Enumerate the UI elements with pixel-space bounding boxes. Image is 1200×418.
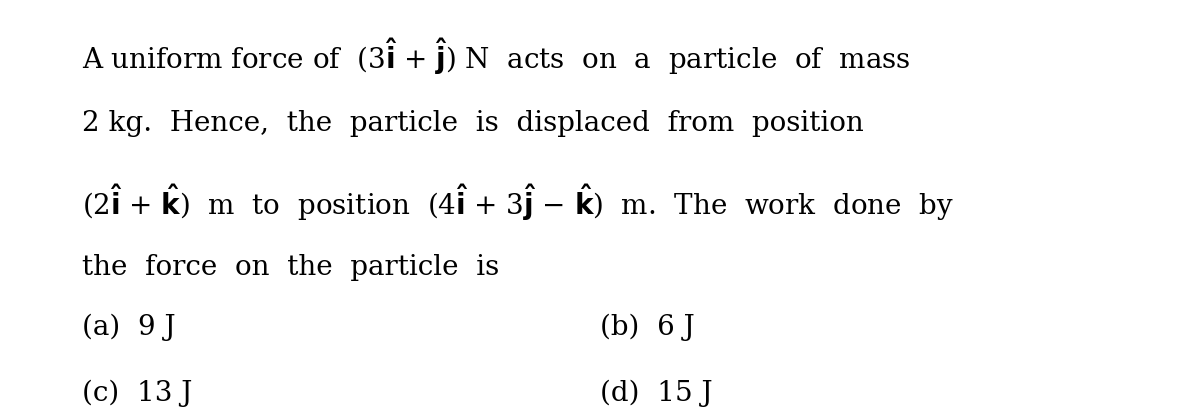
Text: A uniform force of  (3$\mathbf{\hat{i}}$ + $\mathbf{\hat{j}}$) N  acts  on  a  p: A uniform force of (3$\mathbf{\hat{i}}$ … [82,36,911,77]
Text: (b)  6 J: (b) 6 J [600,314,695,341]
Text: (a)  9 J: (a) 9 J [82,314,175,341]
Text: (d)  15 J: (d) 15 J [600,379,713,407]
Text: (c)  13 J: (c) 13 J [82,379,192,407]
Text: 2 kg.  Hence,  the  particle  is  displaced  from  position: 2 kg. Hence, the particle is displaced f… [82,110,863,138]
Text: (2$\mathbf{\hat{i}}$ + $\mathbf{\hat{k}}$)  m  to  position  (4$\mathbf{\hat{i}}: (2$\mathbf{\hat{i}}$ + $\mathbf{\hat{k}}… [82,182,954,223]
Text: the  force  on  the  particle  is: the force on the particle is [82,254,499,281]
